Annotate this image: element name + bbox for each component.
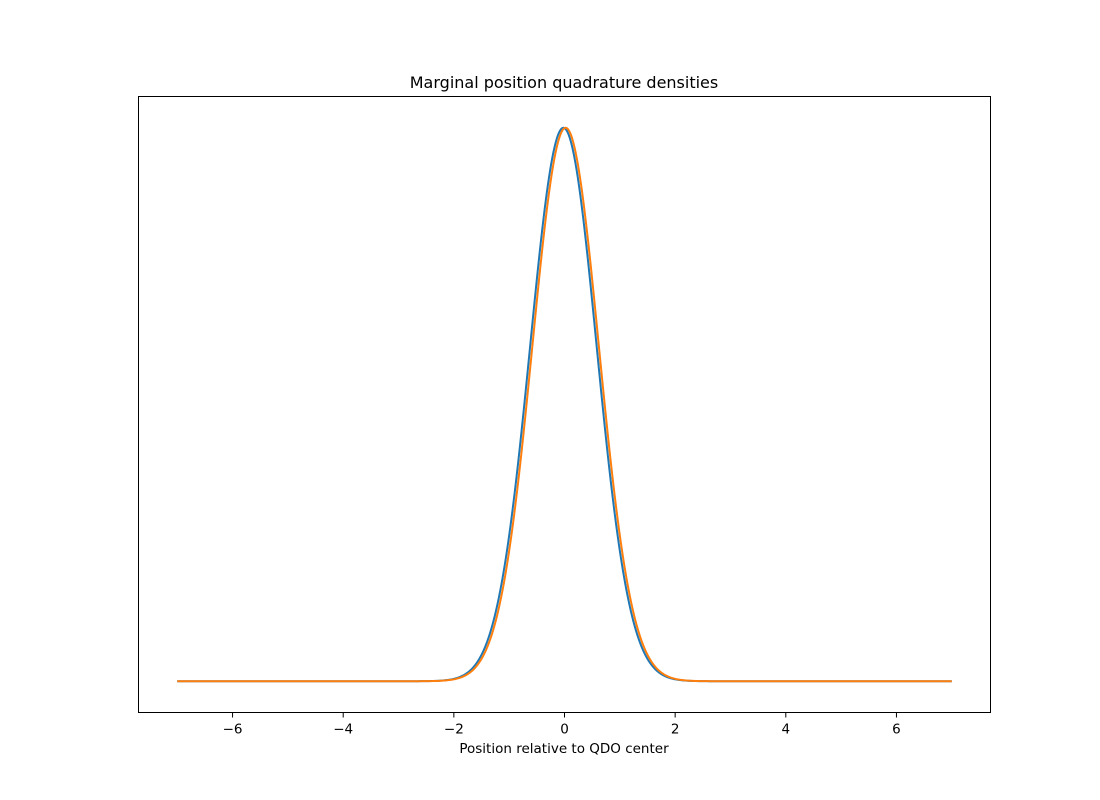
series-layer — [177, 126, 952, 683]
x-tick-label: −2 — [444, 722, 464, 738]
x-tick-label: −4 — [333, 722, 353, 738]
x-tick-label: 4 — [782, 722, 791, 738]
x-tick-label: 0 — [560, 722, 569, 738]
plot-area — [138, 96, 991, 713]
chart-title: Marginal position quadrature densities — [410, 73, 718, 92]
series-line-2 — [177, 126, 952, 683]
x-tick-label: 6 — [892, 722, 901, 738]
plot-background — [138, 96, 991, 713]
x-axis: −6 −4 −2 0 2 4 6 — [223, 712, 901, 738]
x-axis-label: Position relative to QDO center — [459, 741, 669, 757]
x-tick-label: 2 — [671, 722, 680, 738]
x-tick-label: −6 — [223, 722, 243, 738]
